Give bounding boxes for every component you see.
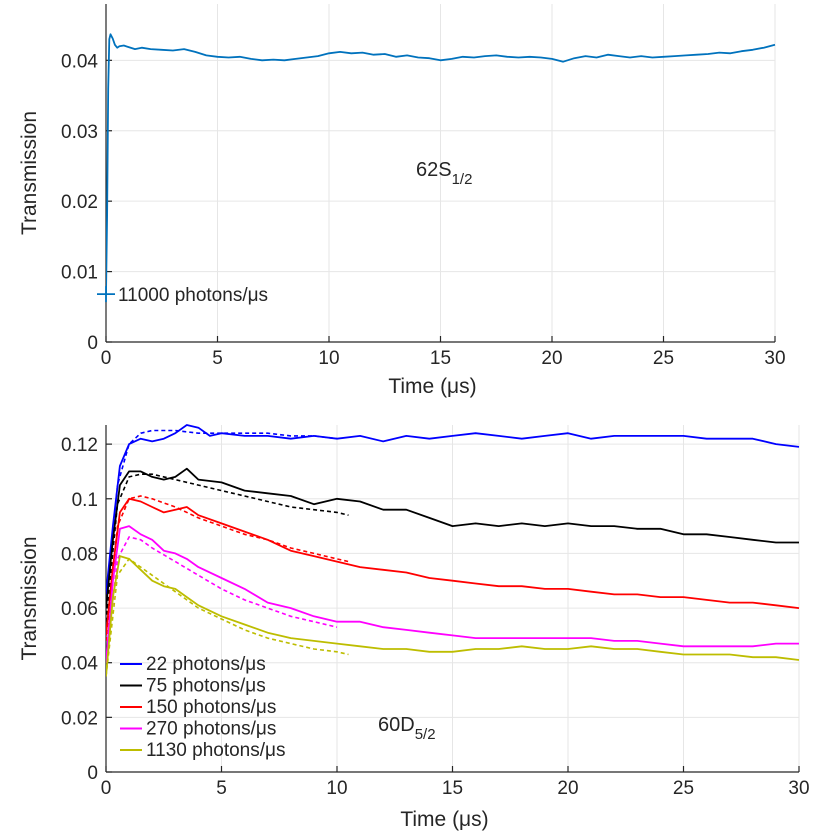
- legend-label-4: 270 photons/μs: [146, 719, 276, 740]
- legend-label-1: 22 photons/μs: [146, 654, 266, 675]
- y-tick-label: 0.03: [61, 122, 98, 143]
- state-annotation-base: 62S: [416, 159, 452, 181]
- x-tick-label: 25: [653, 348, 674, 369]
- x-tick-label: 30: [788, 778, 809, 799]
- chart-panel-1: 0 5 10 15 20 25 30 0 0.01 0.02 0.03 0.04 Time (μs) Tr…: [18, 4, 786, 398]
- x-tick-label: 20: [557, 778, 578, 799]
- x-tick-label: 15: [442, 778, 463, 799]
- plot-area: [106, 424, 800, 677]
- state-annotation: 62S1/2: [416, 159, 472, 188]
- chart-panel-2: 0 5 10 15 20 25 30 0 0.02 0.04 0.06 0.08 0.1 0.12 Time…: [18, 424, 810, 831]
- series-label: 11000 photons/μs: [118, 285, 268, 306]
- y-tick-label: 0.08: [61, 544, 98, 565]
- x-tick-label: 15: [430, 348, 451, 369]
- fit-line-1: [106, 429, 338, 609]
- x-tick-label: 0: [101, 778, 112, 799]
- fit-line-4: [106, 536, 338, 663]
- x-tick-label: 20: [541, 348, 562, 369]
- y-axis-label: Transmission: [18, 111, 41, 235]
- x-tick-label: 0: [101, 348, 112, 369]
- fit-line-5: [106, 557, 349, 677]
- x-tick-label: 5: [212, 348, 223, 369]
- x-tick-label: 5: [216, 778, 227, 799]
- series-line-4: [106, 525, 799, 663]
- y-tick-label: 0.02: [61, 708, 98, 729]
- y-tick-label: 0.01: [61, 263, 98, 284]
- x-tick-label: 30: [764, 348, 785, 369]
- state-annotation: 60D5/2: [378, 714, 436, 743]
- state-annotation-sub: 5/2: [415, 726, 436, 743]
- legend-label-2: 75 photons/μs: [146, 676, 266, 697]
- x-tick-label: 25: [673, 778, 694, 799]
- y-tick-label: 0: [87, 333, 98, 354]
- series-line-5: [106, 555, 800, 677]
- y-tick-label: 0: [87, 763, 98, 784]
- series-line-1: [106, 33, 776, 295]
- y-axis-label: Transmission: [18, 536, 41, 660]
- x-tick-label: 10: [326, 778, 347, 799]
- y-tick-label: 0.12: [61, 435, 98, 456]
- x-axis-label: Time (μs): [388, 375, 476, 398]
- y-tick-label: 0.04: [61, 654, 98, 675]
- y-tick-label: 0.1: [72, 490, 98, 511]
- plot-area: [106, 33, 776, 295]
- state-annotation-sub: 1/2: [452, 171, 473, 188]
- y-tick-label: 0.04: [61, 51, 98, 72]
- series-line-2: [106, 467, 799, 609]
- y-tick-label: 0.02: [61, 192, 98, 213]
- x-tick-label: 10: [318, 348, 339, 369]
- legend-label-3: 150 photons/μs: [146, 697, 276, 718]
- fit-line-2: [106, 473, 349, 622]
- state-annotation-base: 60D: [378, 714, 415, 736]
- legend-label-5: 1130 photons/μs: [146, 740, 285, 761]
- series-line-3: [106, 497, 800, 636]
- y-tick-label: 0.06: [61, 599, 98, 620]
- series-line-1: [106, 424, 800, 595]
- x-axis-label: Time (μs): [400, 808, 488, 831]
